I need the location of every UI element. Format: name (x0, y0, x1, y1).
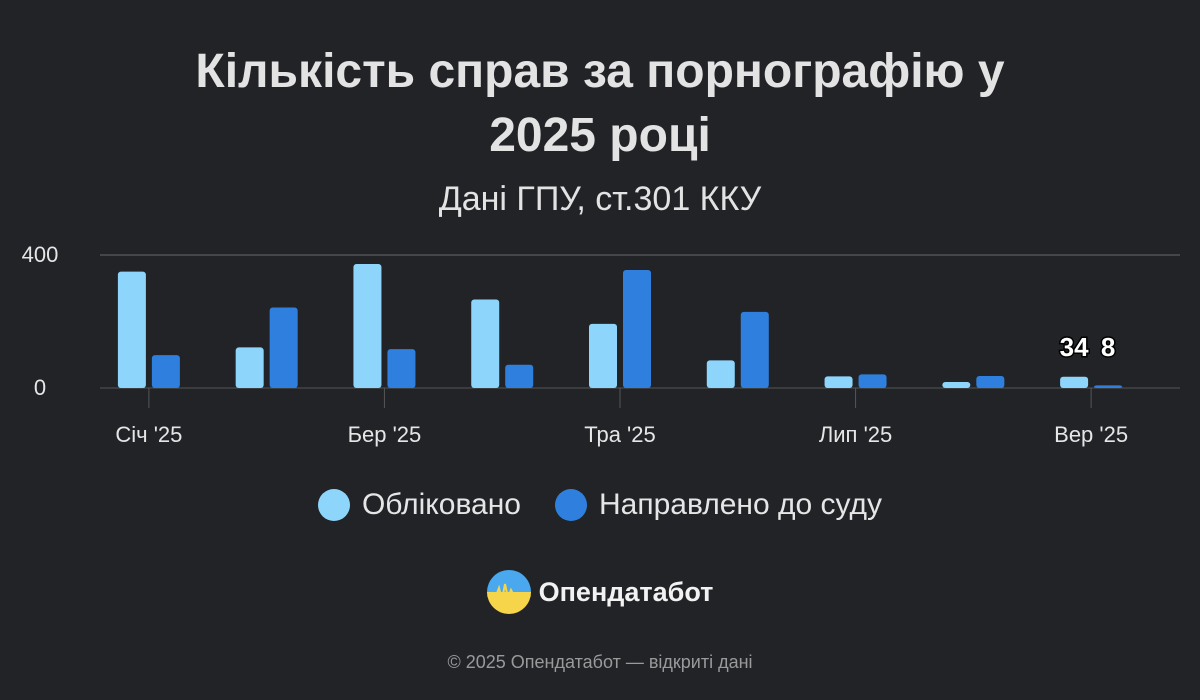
legend: Обліковано Направлено до суду (0, 488, 1200, 522)
bar-series0-7 (942, 382, 971, 388)
bar-series1-1 (269, 307, 298, 388)
data-label-8-1: 8 (1101, 332, 1115, 362)
chart-title-line-1: Кількість справ за порнографію у (195, 45, 1005, 98)
bar-series0-6 (824, 376, 853, 388)
y-tick-label-400: 400 (22, 242, 59, 267)
bar-chart: 0 400 Січ '25 Бер '25 Тра '25 Лип '25 Вер '25 3… (22, 242, 1180, 447)
y-tick-label-0: 0 (34, 375, 46, 400)
legend-label-sent-to-court: Направлено до суду (599, 488, 883, 521)
x-tick-label-8: Вер '25 (1054, 422, 1128, 447)
x-tick-label-2: Бер '25 (348, 422, 422, 447)
legend-item-sent-to-court[interactable]: Направлено до суду (555, 488, 882, 522)
brand-name: Опендатабот (538, 576, 714, 607)
bar-series1-8 (1094, 385, 1123, 388)
bar-series0-5 (706, 360, 735, 388)
opendatabot-logo-icon (486, 570, 531, 614)
chart-subtitle: Дані ГПУ, ст.301 ККУ (438, 180, 762, 218)
bar-series1-3 (505, 364, 534, 388)
footer-copyright: © 2025 Опендатабот — відкриті дані (447, 652, 753, 672)
bar-series1-2 (387, 349, 416, 388)
bar-series0-1 (235, 347, 264, 388)
bar-series0-0 (117, 271, 146, 388)
bar-series0-4 (589, 323, 617, 388)
x-tick-label-6: Лип '25 (819, 422, 892, 447)
chart-title: Кількість справ за порнографію у 2025 ро… (0, 40, 1200, 168)
legend-item-registered[interactable]: Обліковано (317, 488, 521, 522)
legend-dot-registered (317, 489, 350, 521)
bar-series1-4 (623, 269, 651, 388)
bar-series1-7 (976, 376, 1005, 388)
data-label-8-0: 34 (1060, 332, 1089, 362)
bar-series0-8 (1060, 376, 1089, 388)
bar-series1-5 (740, 311, 769, 388)
x-tick-label-4: Тра '25 (584, 422, 655, 447)
legend-dot-sent-to-court (555, 489, 587, 521)
chart-title-line-2: 2025 році (489, 109, 711, 162)
brand: Опендатабот (0, 570, 1200, 614)
legend-label-registered: Обліковано (361, 488, 521, 521)
bar-series1-0 (151, 355, 180, 388)
bar-series0-3 (471, 299, 500, 388)
bar-series1-6 (858, 374, 887, 388)
x-tick-label-0: Січ '25 (115, 422, 182, 447)
bar-series0-2 (353, 263, 382, 388)
